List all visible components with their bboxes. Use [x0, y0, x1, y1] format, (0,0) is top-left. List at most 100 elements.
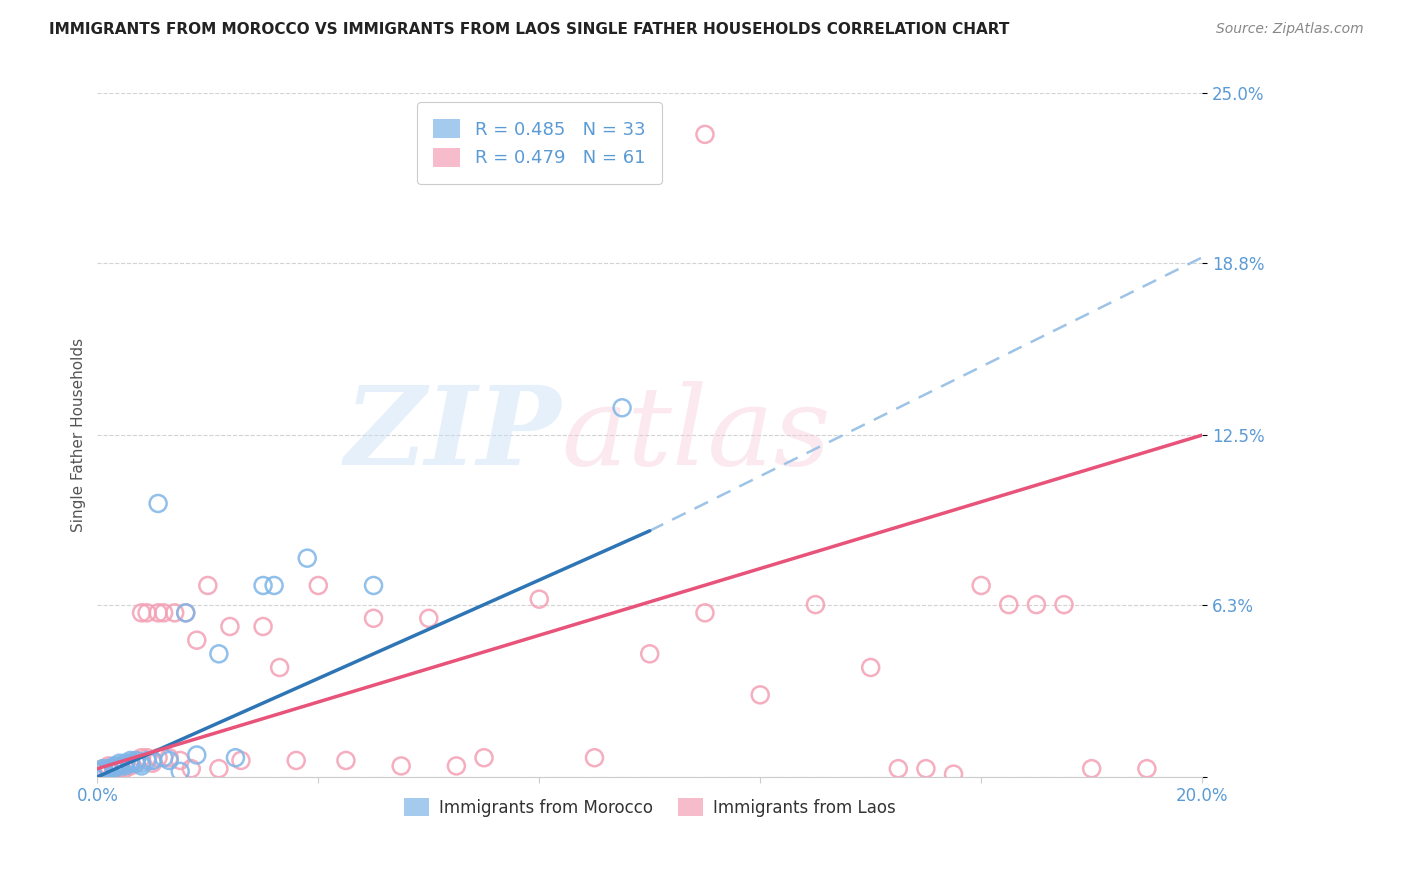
- Point: [103, 762, 125, 776]
- Point: [142, 754, 165, 768]
- Point: [389, 759, 412, 773]
- Point: [146, 606, 169, 620]
- Point: [163, 606, 186, 620]
- Text: Source: ZipAtlas.com: Source: ZipAtlas.com: [1216, 22, 1364, 37]
- Point: [114, 759, 136, 773]
- Point: [114, 756, 136, 771]
- Point: [224, 750, 246, 764]
- Point: [1080, 762, 1102, 776]
- Point: [208, 762, 231, 776]
- Point: [125, 756, 148, 771]
- Point: [131, 759, 153, 773]
- Point: [146, 750, 169, 764]
- Point: [749, 688, 772, 702]
- Point: [285, 754, 308, 768]
- Point: [136, 750, 159, 764]
- Point: [693, 128, 716, 142]
- Point: [219, 619, 242, 633]
- Point: [418, 611, 440, 625]
- Point: [120, 754, 142, 768]
- Point: [186, 633, 208, 648]
- Point: [103, 762, 125, 776]
- Point: [97, 764, 120, 779]
- Point: [131, 606, 153, 620]
- Point: [208, 647, 231, 661]
- Point: [157, 754, 180, 768]
- Point: [91, 764, 114, 779]
- Text: IMMIGRANTS FROM MOROCCO VS IMMIGRANTS FROM LAOS SINGLE FATHER HOUSEHOLDS CORRELA: IMMIGRANTS FROM MOROCCO VS IMMIGRANTS FR…: [49, 22, 1010, 37]
- Point: [197, 578, 219, 592]
- Point: [363, 611, 385, 625]
- Point: [142, 754, 165, 768]
- Point: [169, 764, 191, 779]
- Point: [529, 592, 551, 607]
- Point: [335, 754, 357, 768]
- Point: [472, 750, 495, 764]
- Y-axis label: Single Father Households: Single Father Households: [72, 338, 86, 533]
- Point: [157, 750, 180, 764]
- Point: [1025, 598, 1047, 612]
- Point: [97, 762, 120, 776]
- Point: [610, 401, 633, 415]
- Point: [97, 759, 120, 773]
- Point: [152, 750, 174, 764]
- Point: [583, 750, 606, 764]
- Text: ZIP: ZIP: [344, 382, 561, 489]
- Point: [297, 551, 319, 566]
- Point: [970, 578, 993, 592]
- Point: [1053, 598, 1076, 612]
- Point: [307, 578, 329, 592]
- Point: [131, 756, 153, 771]
- Point: [120, 759, 142, 773]
- Point: [638, 647, 661, 661]
- Point: [186, 747, 208, 762]
- Point: [136, 606, 159, 620]
- Point: [363, 578, 385, 592]
- Point: [229, 754, 252, 768]
- Point: [131, 750, 153, 764]
- Point: [146, 496, 169, 510]
- Point: [1136, 762, 1159, 776]
- Point: [89, 764, 111, 779]
- Point: [942, 767, 965, 781]
- Point: [252, 619, 274, 633]
- Point: [103, 762, 125, 776]
- Legend: Immigrants from Morocco, Immigrants from Laos: Immigrants from Morocco, Immigrants from…: [396, 791, 903, 823]
- Point: [120, 756, 142, 771]
- Point: [114, 762, 136, 776]
- Point: [97, 762, 120, 776]
- Point: [120, 756, 142, 771]
- Point: [108, 759, 131, 773]
- Point: [174, 606, 197, 620]
- Point: [125, 754, 148, 768]
- Point: [263, 578, 285, 592]
- Point: [91, 762, 114, 776]
- Point: [269, 660, 291, 674]
- Point: [169, 754, 191, 768]
- Point: [446, 759, 468, 773]
- Point: [997, 598, 1019, 612]
- Point: [915, 762, 938, 776]
- Point: [94, 767, 117, 781]
- Point: [887, 762, 910, 776]
- Point: [108, 762, 131, 776]
- Point: [125, 754, 148, 768]
- Point: [693, 606, 716, 620]
- Point: [252, 578, 274, 592]
- Point: [859, 660, 882, 674]
- Point: [108, 759, 131, 773]
- Point: [89, 764, 111, 779]
- Point: [125, 756, 148, 771]
- Point: [142, 756, 165, 771]
- Point: [91, 764, 114, 779]
- Point: [152, 606, 174, 620]
- Text: atlas: atlas: [561, 382, 831, 489]
- Point: [114, 759, 136, 773]
- Point: [108, 756, 131, 771]
- Point: [804, 598, 827, 612]
- Point: [136, 754, 159, 768]
- Point: [103, 759, 125, 773]
- Point: [180, 762, 202, 776]
- Point: [91, 762, 114, 776]
- Point: [174, 606, 197, 620]
